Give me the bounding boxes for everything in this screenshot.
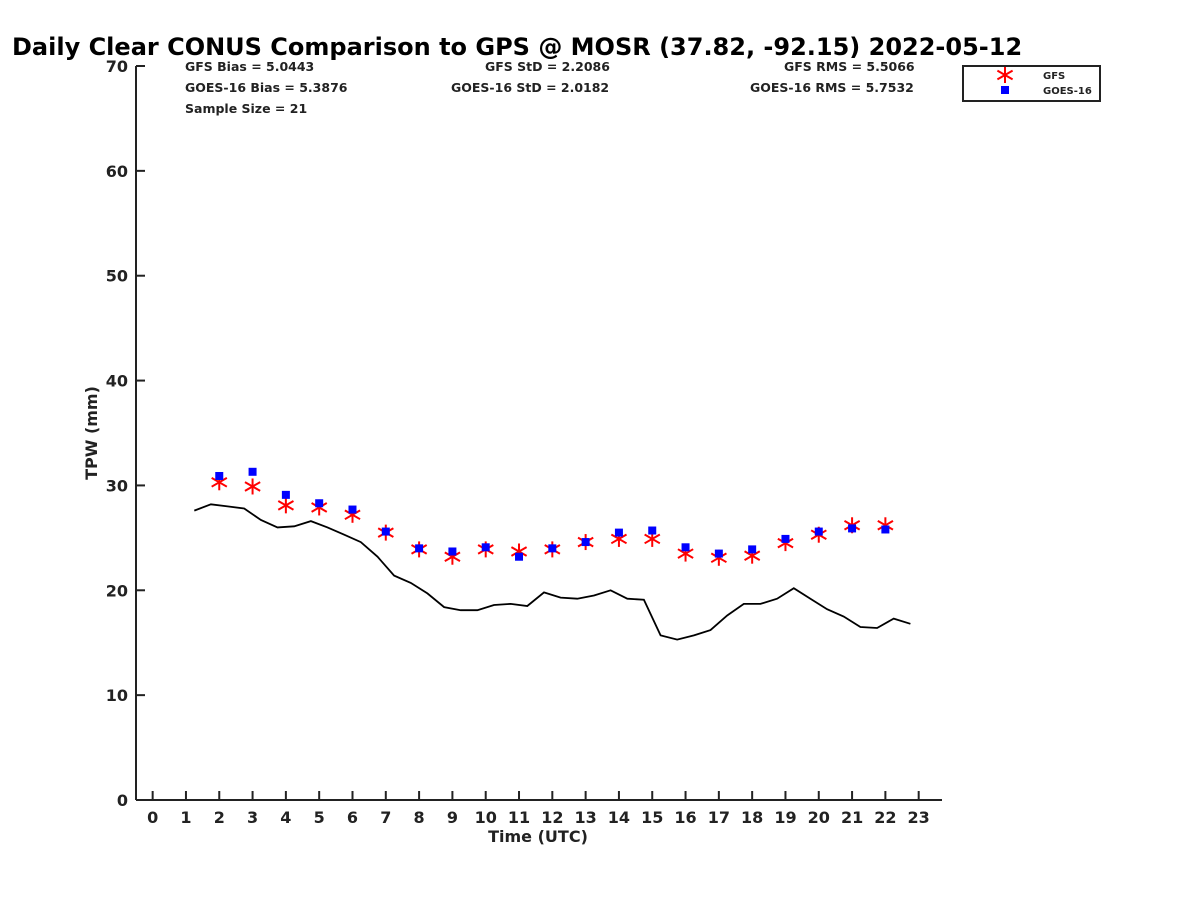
x-tick-label: 11: [508, 808, 530, 827]
gfs-point: [244, 478, 261, 495]
y-tick-label: 60: [106, 162, 128, 181]
x-tick-label: 1: [180, 808, 191, 827]
x-tick-label: 15: [641, 808, 663, 827]
y-axis-label: TPW (mm): [82, 386, 101, 480]
goes16-point: [748, 545, 757, 554]
x-tick-label: 2: [214, 808, 225, 827]
x-tick-label: 6: [347, 808, 358, 827]
goes16-point: [548, 544, 557, 553]
x-tick-label: 5: [314, 808, 325, 827]
goes16-point: [681, 543, 690, 552]
stat-gfs-std: GFS StD = 2.2086: [485, 59, 610, 74]
goes16-point: [781, 534, 790, 543]
x-tick-label: 20: [808, 808, 830, 827]
goes16-point: [481, 543, 490, 552]
y-tick-label: 70: [106, 57, 128, 76]
goes16-point: [348, 505, 357, 514]
goes16-point: [581, 538, 590, 547]
x-tick-label: 16: [674, 808, 696, 827]
legend-gfs-asterisk: [996, 67, 1014, 83]
goes16-point: [515, 552, 524, 561]
x-tick-label: 10: [475, 808, 497, 827]
series-goes16: [215, 467, 890, 561]
goes16-point: [381, 527, 390, 536]
y-tick-label: 0: [117, 791, 128, 810]
gps-line: [193, 503, 911, 641]
legend-gfs-marker: [996, 67, 1014, 83]
x-ticks: 0 1 2 3 4 5 6 7 8 9 10 11 12 13 14 15 16 17 18 19 20 21 22 23: [147, 791, 930, 827]
y-tick-label: 30: [106, 476, 128, 495]
goes16-point: [648, 526, 657, 535]
y-tick-label: 10: [106, 686, 128, 705]
legend: GFS GOES-16: [962, 65, 1101, 102]
x-axis-label: Time (UTC): [488, 827, 588, 846]
legend-goes16-marker: [1001, 86, 1009, 94]
stat-goes-bias: GOES-16 Bias = 5.3876: [185, 80, 348, 95]
goes16-point: [614, 528, 623, 537]
series-gps: [193, 503, 911, 641]
x-tick-label: 23: [908, 808, 930, 827]
x-tick-label: 17: [708, 808, 730, 827]
goes16-point: [215, 471, 224, 480]
goes16-point: [315, 499, 324, 508]
y-tick-label: 40: [106, 372, 128, 391]
x-tick-label: 0: [147, 808, 158, 827]
x-tick-label: 3: [247, 808, 258, 827]
goes16-point: [714, 549, 723, 558]
gfs-point: [277, 497, 294, 514]
x-tick-label: 12: [541, 808, 563, 827]
legend-gfs-label: GFS: [1043, 71, 1065, 82]
x-tick-label: 4: [280, 808, 291, 827]
goes16-point: [881, 525, 890, 534]
stat-gfs-bias: GFS Bias = 5.0443: [185, 59, 314, 74]
x-tick-label: 13: [574, 808, 596, 827]
x-tick-label: 18: [741, 808, 763, 827]
x-tick-label: 21: [841, 808, 863, 827]
y-ticks: 0 10 20 30 40 50 60 70: [106, 57, 145, 810]
chart-title: Daily Clear CONUS Comparison to GPS @ MO…: [12, 33, 1022, 61]
y-tick-label: 20: [106, 581, 128, 600]
goes16-point: [281, 490, 290, 499]
goes16-point: [448, 547, 457, 556]
stat-sample-size: Sample Size = 21: [185, 101, 307, 116]
goes16-point: [248, 467, 257, 476]
x-tick-label: 7: [380, 808, 391, 827]
goes16-point: [848, 524, 857, 533]
stat-gfs-rms: GFS RMS = 5.5066: [784, 59, 915, 74]
x-tick-label: 22: [874, 808, 896, 827]
stat-goes-std: GOES-16 StD = 2.0182: [451, 80, 609, 95]
goes16-point: [415, 544, 424, 553]
y-tick-label: 50: [106, 267, 128, 286]
x-tick-label: 14: [608, 808, 630, 827]
goes16-point: [814, 527, 823, 536]
x-tick-label: 9: [447, 808, 458, 827]
x-tick-label: 8: [414, 808, 425, 827]
legend-box: [962, 65, 1101, 102]
stat-goes-rms: GOES-16 RMS = 5.7532: [750, 80, 914, 95]
legend-goes16-label: GOES-16: [1043, 86, 1092, 97]
x-tick-label: 19: [774, 808, 796, 827]
